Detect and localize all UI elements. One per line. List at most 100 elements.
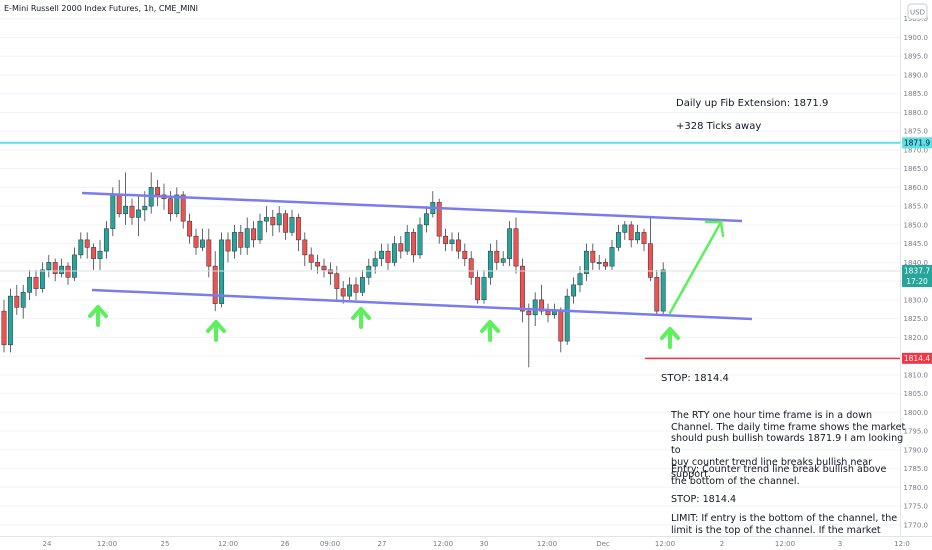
time-tick-label: 26	[281, 540, 290, 548]
price-tick-label: 1785.0	[904, 465, 929, 473]
candle	[475, 269, 481, 304]
candle	[564, 288, 570, 345]
price-tick-label: 1820.0	[904, 334, 929, 342]
candle	[59, 258, 65, 278]
time-tick-label: 12:00	[433, 540, 453, 548]
price-tick-label: 1790.0	[904, 446, 929, 454]
candle	[558, 307, 564, 353]
candle	[289, 209, 295, 237]
price-tick-label: 1780.0	[904, 484, 929, 492]
candle	[398, 236, 404, 259]
svg-text:17:20: 17:20	[906, 277, 928, 286]
candle	[212, 251, 218, 312]
candle	[583, 243, 589, 282]
candle	[321, 258, 327, 278]
candlestick-series	[1, 172, 666, 368]
time-tick-label: 30	[480, 540, 489, 548]
channel-upper-line[interactable]	[81, 191, 743, 223]
price-tick-label: 1895.0	[904, 53, 929, 61]
candle	[334, 266, 340, 300]
limit-paragraph: LIMIT: If entry is the bottom of the cha…	[671, 513, 898, 536]
candle	[590, 243, 596, 270]
candle	[481, 269, 487, 304]
time-tick-label: 12:00	[218, 540, 238, 548]
price-tick-label: 1855.0	[904, 203, 929, 211]
candle	[52, 258, 58, 282]
candle	[385, 243, 391, 270]
candle	[379, 243, 385, 267]
candle	[545, 303, 551, 323]
entry-paragraph: Entry: Counter trend line break bullish …	[671, 464, 887, 487]
candle	[430, 191, 436, 218]
price-tick-label: 1900.0	[904, 34, 929, 42]
candle	[404, 224, 410, 255]
candle	[411, 228, 417, 263]
candle	[359, 269, 365, 297]
candle	[622, 221, 628, 240]
chart-title: E-Mini Russell 2000 Index Futures, 1h, C…	[4, 4, 198, 13]
time-tick-label: 25	[161, 540, 170, 548]
target-projection-arrow[interactable]	[668, 220, 725, 315]
stop-paragraph: STOP: 1814.4	[671, 494, 737, 505]
price-tick-label: 1805.0	[904, 390, 929, 398]
currency-badge[interactable]: USD	[907, 3, 928, 20]
candle	[148, 172, 154, 214]
time-tick-label: Dec	[596, 540, 610, 548]
support-up-arrow-icon	[351, 307, 371, 329]
candle	[596, 254, 602, 270]
candle	[609, 239, 615, 270]
candle	[353, 277, 359, 300]
candle	[449, 232, 455, 252]
svg-text:USD: USD	[910, 9, 925, 17]
price-tick-label: 1810.0	[904, 371, 929, 379]
candle	[14, 284, 20, 315]
time-tick-label: 12:00	[97, 540, 117, 548]
time-tick-label: 12:00	[655, 540, 675, 548]
candle	[116, 179, 122, 218]
price-tick-label: 1865.0	[904, 165, 929, 173]
candle	[487, 243, 493, 285]
candle	[84, 232, 90, 259]
candle	[500, 251, 506, 267]
candle	[193, 228, 199, 255]
candle	[660, 262, 666, 315]
time-axis-labels: 24 12:00 25 12:00 26 09:00 27 12:00 30 12:00 Dec 12…	[43, 540, 910, 548]
candle	[577, 266, 583, 293]
candle	[231, 224, 237, 259]
candle	[295, 213, 301, 252]
candle	[603, 258, 609, 270]
candle	[455, 232, 461, 259]
candle	[91, 243, 97, 270]
candle	[33, 269, 39, 297]
candle	[187, 213, 193, 244]
candle	[20, 284, 26, 319]
time-tick-label: 27	[378, 540, 387, 548]
time-axis-area[interactable]	[0, 537, 932, 550]
stop-price-badge: 1814.4	[902, 352, 932, 364]
candle	[97, 239, 103, 270]
target-price-badge: 1871.9	[902, 137, 932, 149]
candle	[635, 224, 641, 244]
candle	[283, 209, 289, 240]
candle	[46, 254, 52, 278]
price-tick-label: 1825.0	[904, 315, 929, 323]
candle	[27, 269, 33, 300]
candle	[468, 251, 474, 285]
price-tick-label: 1885.0	[904, 90, 929, 98]
candle	[78, 232, 84, 259]
candle	[263, 206, 269, 233]
candle	[513, 217, 519, 274]
candle	[494, 239, 500, 270]
candle	[641, 228, 647, 252]
channel-lower-line[interactable]	[91, 288, 753, 321]
candle	[257, 213, 263, 244]
candle	[244, 217, 250, 255]
candle	[65, 262, 71, 285]
candle	[302, 232, 308, 267]
price-tick-label: 1850.0	[904, 221, 929, 229]
candle	[308, 247, 314, 270]
candle	[276, 206, 282, 233]
support-up-arrow-icon	[206, 320, 226, 342]
candle	[519, 258, 525, 323]
